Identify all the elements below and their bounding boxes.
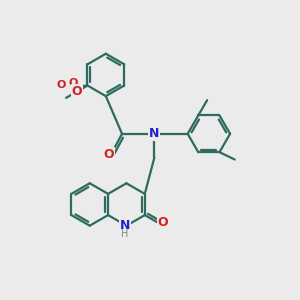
Text: O: O <box>103 148 114 161</box>
Text: O: O <box>68 78 78 88</box>
Text: N: N <box>149 127 160 140</box>
Text: N: N <box>120 219 130 232</box>
Text: O: O <box>71 85 82 98</box>
Text: O: O <box>102 148 112 161</box>
Text: H: H <box>121 229 129 239</box>
Text: O: O <box>56 80 66 90</box>
Text: O: O <box>158 216 168 229</box>
Text: N: N <box>149 127 160 140</box>
